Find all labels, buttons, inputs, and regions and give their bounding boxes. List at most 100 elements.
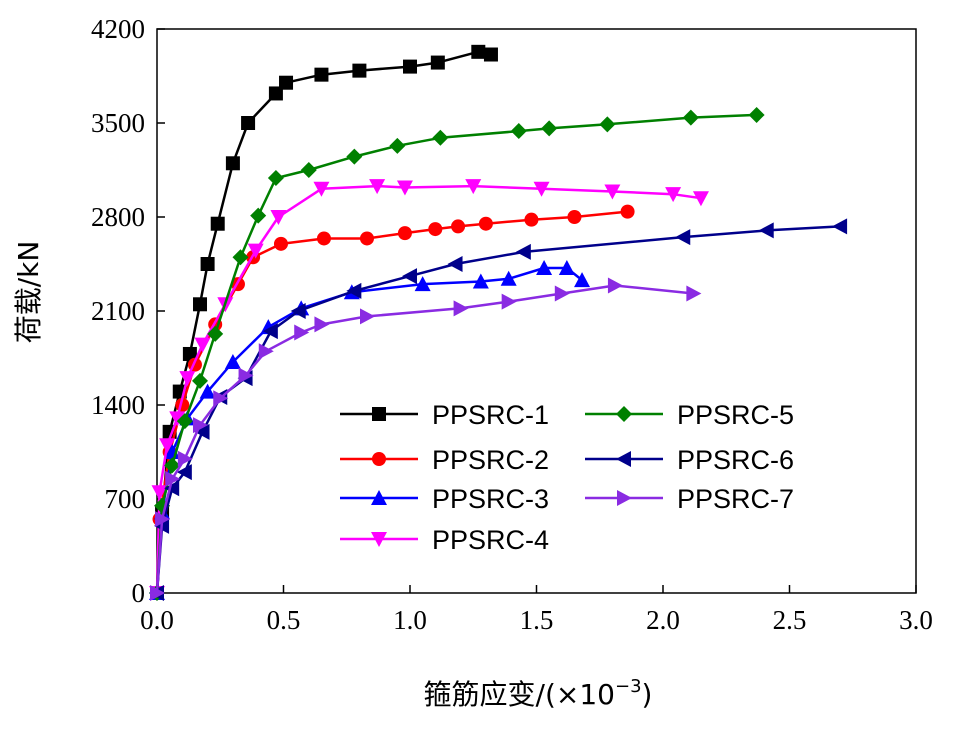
data-point xyxy=(352,63,367,78)
data-point xyxy=(682,109,699,126)
data-point xyxy=(313,181,330,197)
data-point xyxy=(620,204,635,219)
axes: 0.0 0.5 1.0 1.5 2.0 2.5 3.0 0 700 1400 2100 2800 350… xyxy=(91,14,933,635)
data-point xyxy=(748,106,765,123)
data-point xyxy=(665,187,682,203)
data-point xyxy=(536,260,553,276)
data-point xyxy=(270,210,287,225)
data-point xyxy=(316,231,331,246)
legend-marker xyxy=(616,451,631,467)
data-point xyxy=(300,162,317,178)
data-point xyxy=(430,55,445,70)
legend-marker xyxy=(371,532,387,547)
series-ppsrc-4 xyxy=(149,179,709,601)
series-line xyxy=(155,225,841,594)
series-ppsrc-5 xyxy=(149,106,765,601)
data-point xyxy=(247,243,264,259)
legend-label: PPSRC-4 xyxy=(432,525,549,555)
y-tick-label: 700 xyxy=(105,484,146,514)
y-axis-title: 荷载/kN xyxy=(12,241,45,344)
data-point xyxy=(453,300,469,317)
legend-item: PPSRC-5 xyxy=(585,400,794,430)
data-point xyxy=(369,179,386,195)
legend-label: PPSRC-6 xyxy=(677,445,794,475)
data-point xyxy=(182,346,197,361)
data-point xyxy=(194,423,210,440)
legend-marker xyxy=(372,407,386,421)
legend: PPSRC-1 PPSRC-2 PPSRC-3 PPSRC-4 PPSRC-5 PPSRC… xyxy=(340,400,794,555)
x-axis-title: 箍筋应变/(×10−3) xyxy=(424,676,653,711)
data-point xyxy=(359,231,374,246)
series-line xyxy=(155,113,757,594)
plot-series xyxy=(149,44,848,601)
y-tick-label: 1400 xyxy=(91,390,145,420)
data-point xyxy=(359,308,375,325)
legend-marker xyxy=(616,406,632,422)
data-point xyxy=(165,470,181,487)
data-point xyxy=(176,464,192,481)
x-tick-label: 0.0 xyxy=(140,605,174,635)
legend-label: PPSRC-2 xyxy=(432,445,549,475)
data-point xyxy=(558,260,575,276)
data-point xyxy=(465,179,482,195)
data-point xyxy=(151,485,168,501)
data-point xyxy=(599,116,616,133)
data-point xyxy=(199,383,216,399)
data-point xyxy=(279,75,294,90)
data-point xyxy=(177,450,193,467)
legend-item: PPSRC-4 xyxy=(340,525,549,555)
data-point xyxy=(758,222,774,239)
data-point xyxy=(414,276,431,292)
data-point xyxy=(500,270,517,286)
data-point xyxy=(213,390,229,407)
data-point xyxy=(478,216,493,231)
data-point xyxy=(471,44,486,59)
data-point xyxy=(250,207,267,224)
x-tick-label: 0.5 xyxy=(267,605,301,635)
legend-label: PPSRC-3 xyxy=(432,484,549,514)
series-ppsrc-6 xyxy=(149,218,848,601)
data-point xyxy=(273,236,288,251)
data-point xyxy=(164,457,181,474)
data-point xyxy=(604,184,621,200)
data-point xyxy=(389,137,406,154)
legend-item: PPSRC-6 xyxy=(585,445,794,475)
data-point xyxy=(432,129,449,146)
data-point xyxy=(200,257,215,271)
legend-item: PPSRC-7 xyxy=(585,484,794,514)
data-point xyxy=(193,417,209,434)
data-point xyxy=(428,222,443,237)
data-point xyxy=(210,216,225,231)
data-point xyxy=(179,371,196,387)
y-tick-label: 2800 xyxy=(91,202,145,232)
series-line xyxy=(155,184,702,594)
y-tick-label: 0 xyxy=(132,578,146,608)
x-tick-label: 1.5 xyxy=(520,605,554,635)
data-point xyxy=(397,226,412,241)
data-point xyxy=(238,367,254,384)
data-point xyxy=(346,282,362,299)
data-point xyxy=(268,86,283,101)
data-point xyxy=(294,324,310,341)
legend-item: PPSRC-1 xyxy=(340,400,549,430)
data-point xyxy=(194,337,211,353)
data-point xyxy=(290,303,306,319)
data-point xyxy=(224,354,241,370)
data-point xyxy=(155,511,171,528)
data-point xyxy=(515,243,531,260)
data-point xyxy=(207,325,224,342)
legend-marker xyxy=(617,490,632,506)
data-point xyxy=(169,411,186,427)
data-point xyxy=(159,438,176,454)
data-point xyxy=(524,212,539,227)
legend-label: PPSRC-5 xyxy=(677,400,794,430)
data-point xyxy=(396,180,413,196)
data-point xyxy=(403,59,417,74)
data-point xyxy=(533,181,550,197)
data-point xyxy=(164,480,180,497)
legend-item: PPSRC-3 xyxy=(340,484,549,514)
data-point xyxy=(258,343,274,360)
data-point xyxy=(402,268,417,285)
x-tick-label: 2.5 xyxy=(773,605,807,635)
